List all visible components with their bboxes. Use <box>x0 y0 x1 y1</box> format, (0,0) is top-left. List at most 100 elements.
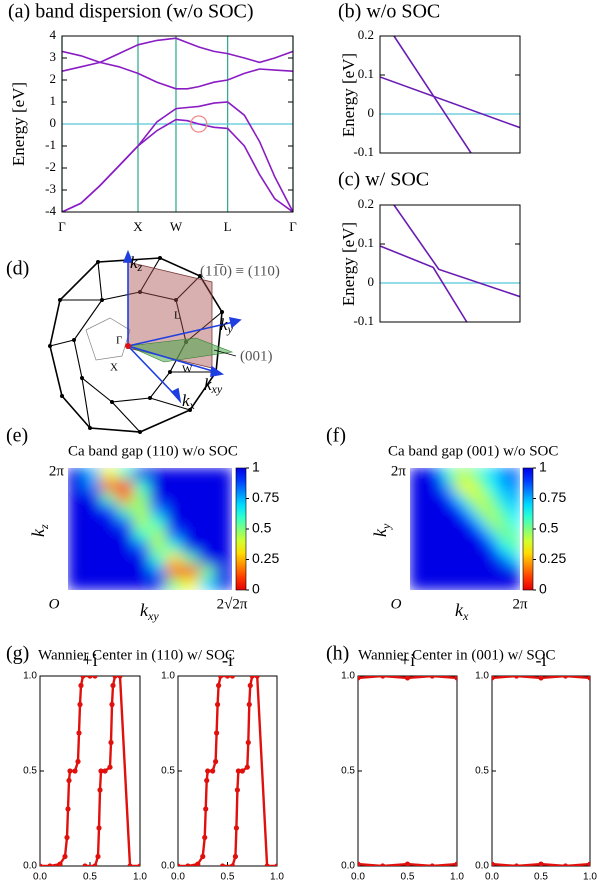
heatmap-cell <box>497 565 510 579</box>
x-label: X <box>110 362 118 374</box>
heatmap-cell <box>464 516 477 530</box>
heatmap-cell <box>198 552 217 567</box>
heatmap-cell <box>475 516 488 530</box>
x-tick-label: 0.5 <box>534 872 548 883</box>
heatmap-cell <box>508 504 520 518</box>
heatmap-cell <box>410 516 422 530</box>
origin-label: O <box>391 596 402 612</box>
heatmap-cell <box>116 516 135 530</box>
heatmap-cell <box>100 540 118 554</box>
heatmap-cell <box>149 540 167 554</box>
heatmap-cell <box>464 468 477 481</box>
wannier-point <box>40 863 43 866</box>
heatmap-cell <box>508 528 520 542</box>
heatmap-cell <box>215 552 232 567</box>
heatmap-cell <box>453 565 466 579</box>
x-tick-label: 0.5 <box>401 872 415 883</box>
heatmap-cell <box>442 565 455 579</box>
heatmap-cell <box>497 552 510 567</box>
heatmap-cell <box>100 565 118 579</box>
wannier-point <box>185 863 191 866</box>
band-line <box>380 245 468 322</box>
x-axis-label-base: k <box>455 600 464 620</box>
wannier-point <box>80 676 86 679</box>
heatmap-cell <box>83 468 102 481</box>
x-tick-label: L <box>224 219 232 234</box>
gamma-point <box>125 343 131 349</box>
heatmap-cell <box>475 552 488 567</box>
heatmap-cell <box>464 577 477 590</box>
wannier-point <box>213 758 219 765</box>
wannier-point <box>178 863 181 866</box>
heatmap-cell <box>83 552 102 567</box>
wannier-point <box>92 863 98 866</box>
heatmap-cell <box>497 504 510 518</box>
y-axis-label: Energy [eV] <box>339 53 358 137</box>
hidden-edges <box>85 317 131 361</box>
heatmap-cell <box>165 540 184 554</box>
heatmap-cell <box>431 565 444 579</box>
heatmap-cell <box>198 540 217 554</box>
heatmap-cell <box>486 504 499 518</box>
colorbar-tick-label: 0.75 <box>252 489 279 505</box>
heatmap-cell <box>420 468 433 481</box>
heatmap-cell <box>198 565 217 579</box>
y-tick-label: -2 <box>45 159 56 174</box>
x-tick-label: Γ <box>289 219 297 234</box>
kxy-label: kxy <box>204 375 223 396</box>
heatmap-cell <box>475 479 488 493</box>
x-axis-label-base: k <box>140 600 149 620</box>
heatmap-cell <box>475 491 488 506</box>
wannier-point <box>239 768 245 774</box>
wannier-point <box>247 682 253 689</box>
wannier-point <box>249 676 255 679</box>
panel-title: Ca band gap (110) w/o SOC <box>68 443 238 459</box>
heatmap-cell <box>116 528 135 542</box>
y-axis-label: ky <box>370 523 393 537</box>
heatmap-cell <box>442 468 455 481</box>
wannier-point <box>47 863 53 866</box>
wannier-point <box>203 806 209 812</box>
wannier-point <box>117 676 123 679</box>
x-tick-label: 1.0 <box>133 872 147 883</box>
heatmap-cell <box>215 540 232 554</box>
heatmap-cell <box>464 491 477 506</box>
heatmap-cell <box>215 479 232 493</box>
heatmap-cell <box>508 468 520 481</box>
heatmap-cell <box>420 479 433 493</box>
x-tick-label: 1.0 <box>583 872 597 883</box>
heatmap-cell <box>149 577 167 590</box>
wannier-point <box>562 676 569 679</box>
heatmap-cell <box>133 491 151 506</box>
heatmap-cell <box>410 479 422 493</box>
heatmap-cell <box>475 504 488 518</box>
y-tick-label: 1.0 <box>161 671 175 682</box>
heatmap-cell <box>182 528 200 542</box>
heatmap-cell <box>486 577 499 590</box>
colorbar-tick-label: 1 <box>539 459 547 475</box>
heatmap-cell <box>420 516 433 530</box>
colorbar-tick-label: 0.25 <box>252 550 279 566</box>
wannier-point <box>214 730 220 736</box>
heatmap-cell <box>215 516 232 530</box>
wannier-point <box>246 701 252 708</box>
x-tick-label: 0.0 <box>171 872 185 883</box>
heatmap-cell <box>442 491 455 506</box>
y-tick-label: -4 <box>45 203 56 218</box>
wannier-point <box>96 825 102 831</box>
y-end-label: 2π <box>391 463 407 479</box>
wannier-point <box>82 863 88 866</box>
y-axis-label: kz <box>28 524 51 537</box>
heatmap-cell <box>497 468 510 481</box>
heatmap-cell <box>420 552 433 567</box>
heatmap-cell <box>116 491 135 506</box>
band-line <box>62 37 293 64</box>
panel-title: (c) w/ SOC <box>338 169 429 191</box>
x-tick-label: W <box>170 219 183 234</box>
y-tick-label: 1.0 <box>341 671 355 682</box>
x-tick-label: X <box>133 219 143 234</box>
heatmap-cell <box>68 491 85 506</box>
heatmap-cell <box>453 540 466 554</box>
heatmap-cell <box>68 577 85 590</box>
wannier-point <box>102 768 108 774</box>
